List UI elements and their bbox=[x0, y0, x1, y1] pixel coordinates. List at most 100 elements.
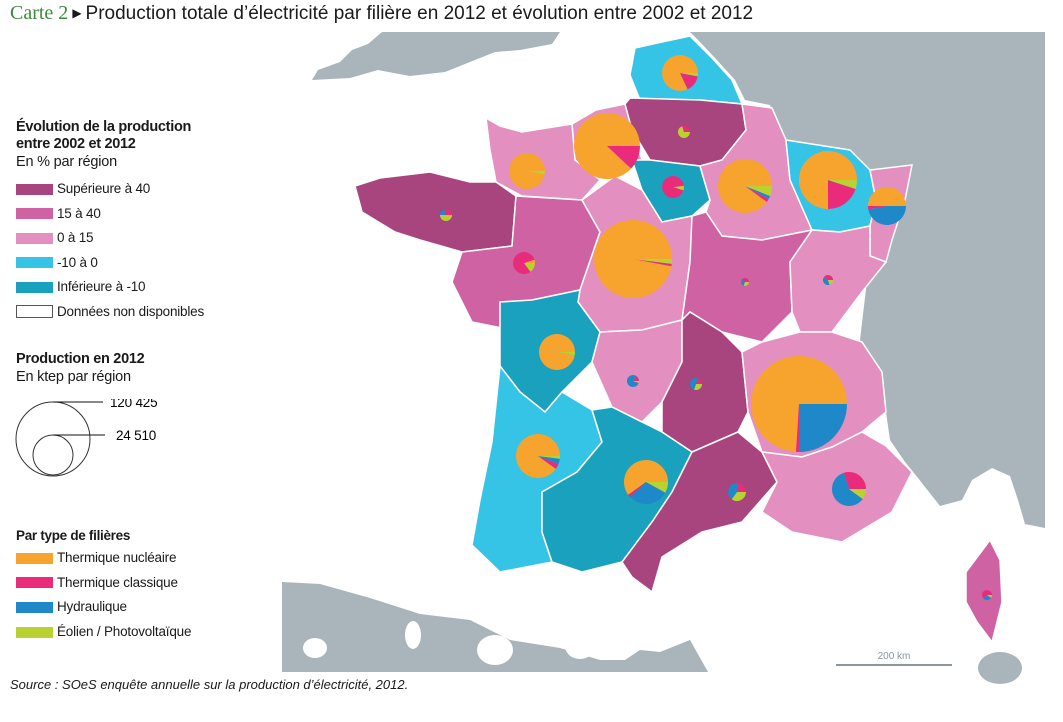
pie-auvergne bbox=[689, 377, 703, 391]
evolution-class-item: Données non disponibles bbox=[16, 304, 204, 320]
pie-pays-de-la-loire bbox=[513, 252, 535, 274]
pie-corse bbox=[982, 590, 992, 600]
pie-champagne-ardenne bbox=[718, 159, 772, 213]
land-sardinia bbox=[978, 652, 1022, 684]
pie-slice-nuclear bbox=[867, 186, 907, 206]
legend-filieres-rows: Thermique nucléaire Thermique classique Hy… bbox=[16, 544, 191, 649]
pie-slice-classic-thermal bbox=[867, 206, 887, 210]
pie-picardie bbox=[677, 125, 691, 139]
reference-circle-large bbox=[15, 401, 91, 477]
pie-centre bbox=[593, 220, 673, 299]
pie-slice-wind-solar bbox=[527, 171, 545, 175]
pie-slice-classic-thermal bbox=[662, 176, 684, 198]
evolution-class-item: -10 à 0 bbox=[16, 255, 98, 271]
pie-slice-hydro bbox=[832, 472, 863, 506]
pie-slice-wind-solar bbox=[745, 186, 772, 196]
pie-rhone-alpes bbox=[751, 356, 847, 452]
evolution-class-label: 0 à 15 bbox=[57, 230, 94, 245]
evolution-class-swatch bbox=[16, 281, 53, 293]
pie-slice-wind-solar bbox=[680, 73, 698, 77]
pie-slice-wind-solar bbox=[849, 489, 866, 499]
pie-slice-hydro bbox=[982, 595, 992, 600]
evolution-class-item: 0 à 15 bbox=[16, 230, 94, 246]
filiere-item: Éolien / Photovoltaïque bbox=[16, 624, 191, 640]
evolution-class-label: 15 à 40 bbox=[57, 205, 101, 221]
pie-slice-hydro bbox=[626, 374, 639, 388]
pie-midi-pyrenees bbox=[623, 459, 669, 505]
legend-filieres: Par type de filières Thermique nucléaire… bbox=[16, 527, 191, 649]
pie-slice-classic-thermal bbox=[633, 259, 672, 267]
pie-slice-wind-solar bbox=[557, 352, 575, 356]
filiere-swatch bbox=[16, 601, 53, 613]
legend-filieres-heading: Par type de filières bbox=[16, 528, 131, 543]
evolution-class-item: Inférieure à -10 bbox=[16, 279, 146, 295]
pie-slice-classic-thermal bbox=[513, 252, 535, 274]
pie-slice-wind-solar bbox=[633, 259, 673, 264]
source-note: Source : SOeS enquête annuelle sur la pr… bbox=[10, 677, 409, 692]
pie-slice-hydro bbox=[629, 482, 666, 505]
reference-circle-small bbox=[32, 434, 74, 476]
pie-slice-wind-solar bbox=[987, 595, 992, 598]
pie-languedoc-roussillon bbox=[728, 483, 746, 501]
island-reunion bbox=[565, 633, 595, 659]
pie-haute-normandie bbox=[574, 113, 640, 179]
pie-slice-wind-solar bbox=[828, 180, 858, 189]
legend-production-heading: Production en 2012 bbox=[16, 351, 145, 367]
island-martinique bbox=[405, 621, 421, 649]
evolution-class-label: Supérieure à 40 bbox=[57, 181, 151, 196]
island-mayotte bbox=[626, 632, 638, 648]
pie-slice-nuclear bbox=[718, 159, 772, 213]
map-number: Carte 2 bbox=[10, 2, 69, 24]
pie-slice-wind-solar bbox=[677, 126, 691, 139]
pie-slice-hydro bbox=[728, 483, 737, 500]
filiere-swatch bbox=[16, 577, 53, 589]
pie-bourgogne bbox=[741, 278, 749, 286]
pie-poitou-charentes bbox=[539, 334, 575, 370]
pie-aquitaine bbox=[515, 433, 561, 479]
pie-ile-de-france bbox=[662, 176, 684, 198]
evolution-class-item: Supérieure à 40 bbox=[16, 181, 150, 197]
legend-evolution: Évolution de la production entre 2002 et… bbox=[16, 119, 206, 328]
pie-slice-wind-solar bbox=[538, 456, 561, 459]
filiere-label: Thermique classique bbox=[57, 574, 178, 590]
pie-slice-nuclear bbox=[673, 185, 684, 187]
pie-slice-wind-solar bbox=[694, 384, 703, 391]
island-guyane bbox=[477, 635, 513, 665]
filiere-swatch bbox=[16, 626, 53, 638]
evolution-class-label: -10 à 0 bbox=[57, 254, 98, 270]
pie-slice-classic-thermal bbox=[633, 376, 640, 381]
pies-layer bbox=[439, 55, 992, 600]
pie-slice-hydro bbox=[745, 186, 771, 200]
proportional-circles: 120 425 24 510 bbox=[15, 399, 158, 477]
legend-production: Production en 2012 En ktep par région 12… bbox=[15, 351, 158, 477]
evolution-class-label: Inférieure à -10 bbox=[57, 279, 146, 294]
filiere-label: Éolien / Photovoltaïque bbox=[57, 624, 192, 640]
scale-label: 200 km bbox=[877, 651, 911, 662]
filiere-item: Thermique classique bbox=[16, 575, 178, 591]
pie-slice-classic-thermal bbox=[982, 590, 992, 598]
pie-slice-hydro bbox=[439, 209, 446, 215]
region-franche-comte bbox=[789, 225, 888, 333]
triangle-icon: ▶ bbox=[72, 6, 82, 20]
pie-bretagne bbox=[439, 208, 453, 222]
filiere-label: Hydraulique bbox=[57, 599, 127, 615]
pie-slice-classic-thermal bbox=[745, 186, 769, 202]
pie-provence-alpes-cote-d-azur bbox=[832, 472, 866, 506]
pie-slice-wind-solar bbox=[633, 381, 640, 383]
pie-slice-classic-thermal bbox=[795, 404, 799, 452]
evolution-class-item: 15 à 40 bbox=[16, 206, 101, 222]
pie-slice-classic-thermal bbox=[741, 278, 749, 282]
pie-slice-wind-solar bbox=[673, 187, 684, 191]
pie-slice-wind-solar bbox=[646, 482, 669, 493]
pie-slice-classic-thermal bbox=[607, 146, 640, 169]
scale-line bbox=[836, 664, 952, 666]
land-united-kingdom bbox=[312, 32, 560, 80]
pie-slice-nuclear bbox=[524, 259, 535, 263]
pie-slice-hydro bbox=[868, 206, 907, 226]
pie-slice-classic-thermal bbox=[538, 456, 559, 469]
pie-slice-wind-solar bbox=[828, 280, 833, 285]
island-guadeloupe bbox=[303, 638, 327, 658]
region-corse bbox=[965, 538, 1003, 644]
pie-slice-nuclear bbox=[539, 334, 575, 370]
